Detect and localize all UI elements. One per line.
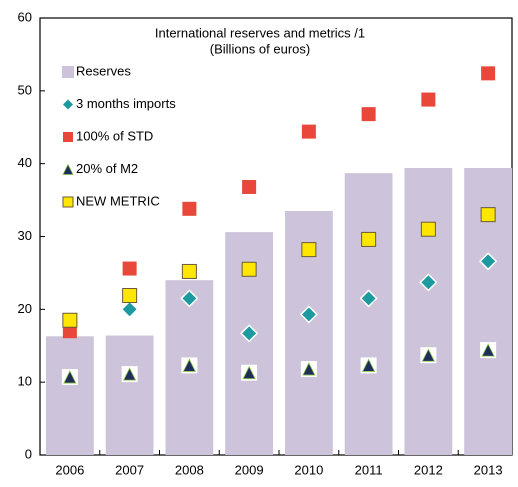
legend-swatch <box>63 132 73 142</box>
triangle-marker <box>181 357 198 374</box>
triangle-marker <box>420 347 437 364</box>
x-tick-label: 2007 <box>115 462 144 477</box>
legend-label: 3 months imports <box>76 96 176 111</box>
y-tick-label: 40 <box>18 155 32 170</box>
chart-title: International reserves and metrics /1 <box>155 25 365 40</box>
y-tick-label: 60 <box>18 9 32 24</box>
square-marker <box>420 221 436 237</box>
square-marker <box>242 179 257 194</box>
diamond-marker <box>240 324 259 343</box>
diamond-marker <box>479 252 498 271</box>
square-marker <box>301 242 317 258</box>
diamond-marker <box>359 289 378 308</box>
diamond-marker <box>299 305 318 324</box>
triangle-marker <box>241 364 258 381</box>
bar <box>404 168 453 455</box>
legend-swatch <box>62 163 74 175</box>
y-tick-label: 50 <box>18 82 32 97</box>
square-marker <box>62 312 78 328</box>
bar <box>45 336 94 455</box>
x-tick-label: 2008 <box>175 462 204 477</box>
square-marker <box>301 124 316 139</box>
legend-swatch <box>62 66 74 78</box>
y-tick-label: 0 <box>25 446 32 461</box>
triangle-marker <box>121 366 138 383</box>
bar <box>344 173 393 455</box>
square-marker <box>421 92 436 107</box>
x-tick-label: 2010 <box>294 462 323 477</box>
triangle-marker <box>61 369 78 386</box>
square-marker <box>480 207 496 223</box>
square-marker <box>481 66 496 81</box>
square-marker <box>361 107 376 122</box>
square-marker <box>361 231 377 247</box>
diamond-marker <box>120 300 139 319</box>
y-tick-label: 20 <box>18 301 32 316</box>
chart-subtitle: (Billions of euros) <box>210 41 310 56</box>
square-marker <box>122 287 138 303</box>
y-tick-label: 30 <box>18 228 32 243</box>
diamond-marker <box>419 273 438 292</box>
square-marker <box>241 261 257 277</box>
legend-label: Reserves <box>76 63 131 78</box>
legend-label: 100% of STD <box>76 128 153 143</box>
triangle-marker <box>360 357 377 374</box>
triangle-marker <box>300 361 317 378</box>
square-marker <box>181 263 197 279</box>
legend-swatch <box>62 196 74 208</box>
diamond-marker <box>180 289 199 308</box>
legend-label: NEW METRIC <box>76 193 160 208</box>
x-tick-label: 2006 <box>55 462 84 477</box>
x-tick-label: 2013 <box>474 462 503 477</box>
square-marker <box>182 201 197 216</box>
bar <box>105 335 154 455</box>
legend-label: 20% of M2 <box>76 161 138 176</box>
x-tick-label: 2011 <box>355 462 383 477</box>
legend-swatch <box>63 99 73 110</box>
x-tick-label: 2009 <box>235 462 264 477</box>
y-tick-label: 10 <box>18 374 32 389</box>
triangle-marker <box>480 342 497 359</box>
x-tick-label: 2012 <box>414 462 443 477</box>
square-marker <box>122 261 137 276</box>
